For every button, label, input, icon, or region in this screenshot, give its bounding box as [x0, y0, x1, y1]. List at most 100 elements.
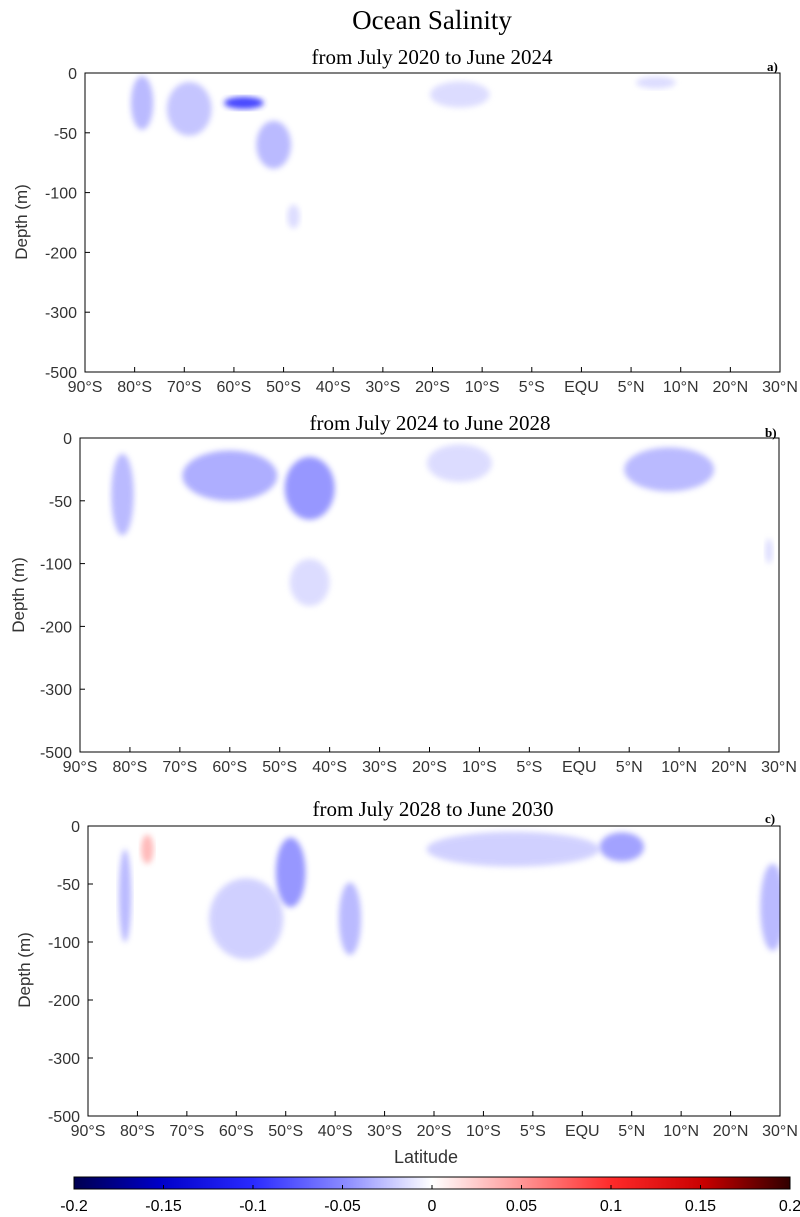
x-tick-label: 20°S [415, 379, 450, 396]
x-tick-label: 50°S [262, 759, 297, 776]
panel-b-y-axis-label: Depth (m) [9, 557, 28, 633]
salinity-anomaly-region [338, 882, 362, 956]
x-tick-label: 90°S [63, 759, 98, 776]
x-tick-label: 70°S [162, 759, 197, 776]
x-tick-label: 10°N [661, 759, 697, 776]
x-tick-label: 60°S [216, 379, 251, 396]
salinity-anomaly-region [284, 456, 335, 520]
x-tick-label: 5°N [618, 1123, 645, 1140]
panel-a-x-ticks: 90°S 80°S 70°S 60°S 50°S 40°S 30°S 20°S 10°S 5°S E… [68, 367, 798, 396]
y-tick-label: -300 [45, 305, 77, 322]
x-tick-label: 60°S [212, 759, 247, 776]
panel-c-subtitle: from July 2028 to June 2030 [313, 797, 554, 821]
y-tick-label: -100 [48, 935, 80, 952]
panel-c-anomaly-shapes [118, 831, 780, 960]
x-tick-label: 30°S [367, 1123, 402, 1140]
panel-a-y-ticks: 0 -50 -100 -200 -300 -500 [45, 66, 90, 382]
x-tick-label: 20°S [417, 1123, 452, 1140]
x-tick-label: 5°S [516, 759, 542, 776]
x-tick-label: 40°S [312, 759, 347, 776]
x-tick-label: 20°S [412, 759, 447, 776]
y-tick-label: 0 [71, 819, 80, 836]
x-tick-label: 10°S [462, 759, 497, 776]
panel-b-x-ticks: 90°S 80°S 70°S 60°S 50°S 40°S 30°S 20°S 10°S 5°S E… [63, 747, 797, 776]
y-tick-label: -50 [49, 494, 72, 511]
panel-b: from July 2024 to June 2028 b) 0 -50 -100 -… [9, 411, 797, 776]
x-tick-label: 5°N [616, 759, 643, 776]
x-tick-label: 50°S [268, 1123, 303, 1140]
x-tick-label: 10°N [663, 379, 699, 396]
x-tick-label: 50°S [266, 379, 301, 396]
colorbar-tick-label: 0.05 [506, 1198, 537, 1215]
panel-b-anomaly-shapes [111, 444, 773, 606]
x-tick-label: 20°N [712, 379, 748, 396]
colorbar-tick-label: -0.1 [239, 1198, 267, 1215]
salinity-anomaly-region [256, 120, 292, 169]
y-tick-label: -200 [48, 993, 80, 1010]
x-tick-label: EQU [562, 759, 597, 776]
salinity-anomaly-region [166, 81, 212, 136]
colorbar-ticks: -0.2 -0.15 -0.1 -0.05 0 0.05 0.1 0.15 0.2 [60, 1185, 800, 1215]
panel-a-letter: a) [767, 59, 778, 74]
x-tick-label: 70°S [169, 1123, 204, 1140]
salinity-anomaly-region [130, 75, 154, 130]
y-tick-label: -300 [48, 1051, 80, 1068]
y-tick-label: -300 [40, 682, 72, 699]
x-tick-label: 80°S [120, 1123, 155, 1140]
colorbar-tick-label: -0.2 [60, 1198, 88, 1215]
colorbar-tick-label: 0.1 [600, 1198, 622, 1215]
panel-c-y-ticks: 0 -50 -100 -200 -300 -500 [48, 819, 93, 1126]
x-tick-label: 90°S [68, 379, 103, 396]
x-tick-label: 5°S [519, 379, 545, 396]
x-tick-label: 70°S [167, 379, 202, 396]
salinity-anomaly-region [224, 96, 264, 109]
x-tick-label: 20°N [711, 759, 747, 776]
x-tick-label: 80°S [117, 379, 152, 396]
figure-title: Ocean Salinity [352, 5, 512, 35]
x-tick-label: 20°N [713, 1123, 749, 1140]
panel-a-y-axis-label: Depth (m) [12, 184, 31, 260]
salinity-anomaly-region [111, 453, 134, 536]
y-tick-label: -100 [45, 186, 77, 203]
colorbar-tick-label: 0.2 [779, 1198, 800, 1215]
x-tick-label: 30°N [762, 379, 798, 396]
x-tick-label: 5°N [618, 379, 645, 396]
salinity-anomaly-region [430, 81, 490, 108]
y-tick-label: -500 [45, 365, 77, 382]
panel-a-anomaly-shapes [130, 75, 676, 229]
salinity-anomaly-region [599, 832, 645, 862]
y-tick-label: -50 [54, 126, 77, 143]
x-tick-label: 30°N [761, 759, 797, 776]
panel-c-plot-frame [87, 825, 781, 1117]
salinity-anomaly-region [289, 558, 330, 606]
salinity-anomaly-region [426, 831, 600, 867]
x-tick-label: EQU [564, 379, 599, 396]
x-tick-label: 5°S [520, 1123, 546, 1140]
x-tick-label: 80°S [112, 759, 147, 776]
panel-c-letter: c) [765, 811, 775, 826]
x-tick-label: 40°S [316, 379, 351, 396]
y-tick-label: -200 [45, 245, 77, 262]
panel-c: from July 2028 to June 2030 c) 0 -50 -100 -… [15, 797, 798, 1140]
x-axis-label: Latitude [394, 1147, 458, 1167]
panel-b-y-ticks: 0 -50 -100 -200 -300 -500 [40, 431, 85, 762]
panel-a: from July 2020 to June 2024 a) 0 -50 -100 -… [12, 45, 798, 396]
salinity-anomaly-region [624, 447, 715, 492]
y-tick-label: -200 [40, 619, 72, 636]
colorbar: -0.2 -0.15 -0.1 -0.05 0 0.05 0.1 0.15 0.2 [60, 1176, 800, 1215]
x-tick-label: 90°S [71, 1123, 106, 1140]
y-tick-label: -500 [40, 745, 72, 762]
salinity-anomaly-region [427, 444, 492, 482]
x-tick-label: 60°S [219, 1123, 254, 1140]
salinity-anomaly-region [275, 837, 306, 908]
salinity-anomaly-region [118, 849, 132, 942]
panel-c-x-ticks: 90°S 80°S 70°S 60°S 50°S 40°S 30°S 20°S 10°S 5°S E… [71, 1111, 798, 1140]
panel-b-letter: b) [765, 425, 777, 440]
salinity-anomaly-region [287, 204, 300, 229]
panel-a-subtitle: from July 2020 to June 2024 [312, 45, 553, 69]
salinity-anomaly-region [636, 76, 676, 89]
salinity-anomaly-region [209, 878, 284, 960]
salinity-anomaly-region [141, 834, 154, 864]
salinity-anomaly-region [760, 863, 780, 951]
